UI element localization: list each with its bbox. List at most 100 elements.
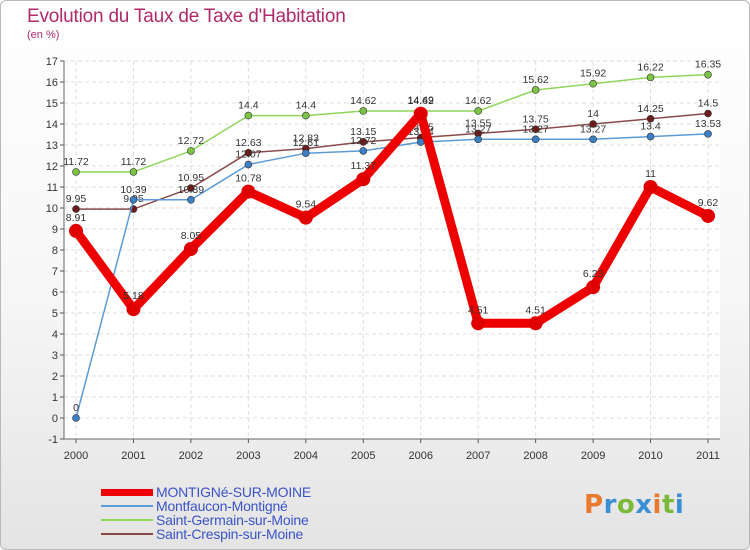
y-tick-label: 16 <box>46 77 58 89</box>
data-point <box>241 184 256 199</box>
x-tick-label: 2001 <box>121 450 145 462</box>
data-point <box>72 205 80 213</box>
data-label: 13.4 <box>640 121 661 133</box>
data-point <box>129 196 138 204</box>
data-label: 13.55 <box>465 117 491 129</box>
data-point <box>359 147 368 155</box>
logo-letter: x <box>635 490 653 520</box>
legend-item: Montfaucon-Montigné <box>101 499 311 513</box>
legend-item: MONTIGNé-SUR-MOINE <box>101 485 311 499</box>
data-label: 12.72 <box>178 135 204 147</box>
data-point <box>244 111 253 120</box>
data-label: 15.92 <box>580 68 606 80</box>
data-label: 14.5 <box>698 98 719 110</box>
logo-letter: P <box>584 490 604 520</box>
data-point <box>244 160 253 169</box>
unit-label: (en %) <box>27 29 60 41</box>
data-point <box>704 130 712 138</box>
data-label: 14.4 <box>238 100 259 112</box>
y-tick-label: 13 <box>46 140 58 152</box>
data-point <box>187 184 195 192</box>
data-point <box>704 109 712 118</box>
data-point <box>244 148 253 157</box>
logo-letter: r <box>603 490 617 520</box>
data-point <box>298 210 313 225</box>
data-point <box>589 135 597 144</box>
data-point <box>126 302 141 317</box>
data-point <box>586 280 601 295</box>
x-tick-label: 2011 <box>696 450 720 462</box>
data-label: 16.22 <box>637 61 663 73</box>
data-label: 13.27 <box>465 123 491 135</box>
data-label: 4.51 <box>468 304 489 316</box>
x-tick-label: 2007 <box>466 450 490 462</box>
y-tick-label: 2 <box>52 371 58 383</box>
data-label: 14.49 <box>408 95 434 107</box>
y-tick-label: 15 <box>46 98 58 110</box>
data-point <box>528 316 543 331</box>
y-tick-label: 8 <box>52 245 58 257</box>
data-label: 6.23 <box>583 268 604 280</box>
chart-title: Evolution du Taux de Taxe d'Habitation <box>27 6 346 27</box>
logo-letter: i <box>652 490 662 520</box>
data-point <box>531 135 540 144</box>
y-tick-label: -1 <box>48 434 58 446</box>
data-label: 8.05 <box>181 230 202 242</box>
data-label: 5.18 <box>123 290 144 302</box>
legend-label-saint-crespin: Saint-Crespin-sur-Moine <box>156 526 304 542</box>
data-label: 12.83 <box>293 133 319 145</box>
data-label: 11 <box>645 168 656 180</box>
data-point <box>589 120 597 128</box>
data-point <box>646 73 655 82</box>
data-point <box>704 70 712 79</box>
x-tick-label: 2003 <box>236 450 260 462</box>
data-point <box>643 180 658 194</box>
x-tick-label: 2005 <box>351 450 375 462</box>
data-label: 14.62 <box>350 95 376 107</box>
x-tick-label: 2010 <box>638 450 662 462</box>
data-label: 13.27 <box>580 123 606 135</box>
data-label: 10.39 <box>120 184 146 196</box>
y-tick-label: 6 <box>52 287 58 299</box>
data-point <box>69 223 83 238</box>
data-label: 11.37 <box>351 160 377 172</box>
logo-letter: i <box>674 490 685 520</box>
data-label: 13.75 <box>522 113 548 125</box>
data-label: 15.62 <box>522 74 548 86</box>
data-label: 14.62 <box>465 95 491 107</box>
data-point <box>474 107 482 115</box>
data-point <box>187 147 195 155</box>
data-label: 12.63 <box>235 137 261 149</box>
y-tick-label: 0 <box>52 413 58 425</box>
data-label: 11.72 <box>121 156 147 168</box>
data-label: 14 <box>587 108 599 120</box>
proxiti-logo: Proxiti <box>584 490 684 520</box>
y-tick-label: 11 <box>47 182 58 194</box>
legend-label-saint-germain: Saint-Germain-sur-Moine <box>156 512 309 528</box>
data-label: 10.78 <box>235 173 261 185</box>
y-tick-label: 4 <box>52 329 58 341</box>
data-label: 0 <box>73 402 79 414</box>
y-tick-label: 1 <box>52 392 58 404</box>
data-label: 14.25 <box>637 103 663 115</box>
data-label: 4.51 <box>525 304 546 316</box>
data-point <box>129 168 138 176</box>
data-label: 12.07 <box>235 149 261 161</box>
x-tick-label: 2009 <box>581 450 605 462</box>
data-label: 12.61 <box>293 137 319 149</box>
data-point <box>474 135 482 144</box>
y-tick-label: 3 <box>52 350 58 362</box>
data-label: 11.72 <box>63 156 89 168</box>
x-tick-label: 2006 <box>408 450 432 462</box>
data-label: 13.27 <box>522 123 548 135</box>
data-point <box>302 111 310 120</box>
legend-swatch-montigne <box>101 488 153 496</box>
data-point <box>359 107 368 115</box>
data-point <box>359 138 368 146</box>
data-point <box>187 196 195 204</box>
x-tick-label: 2008 <box>523 450 547 462</box>
data-label: 8.91 <box>66 212 87 224</box>
y-tick-label: 5 <box>52 308 58 320</box>
data-label: 9.62 <box>698 197 719 209</box>
